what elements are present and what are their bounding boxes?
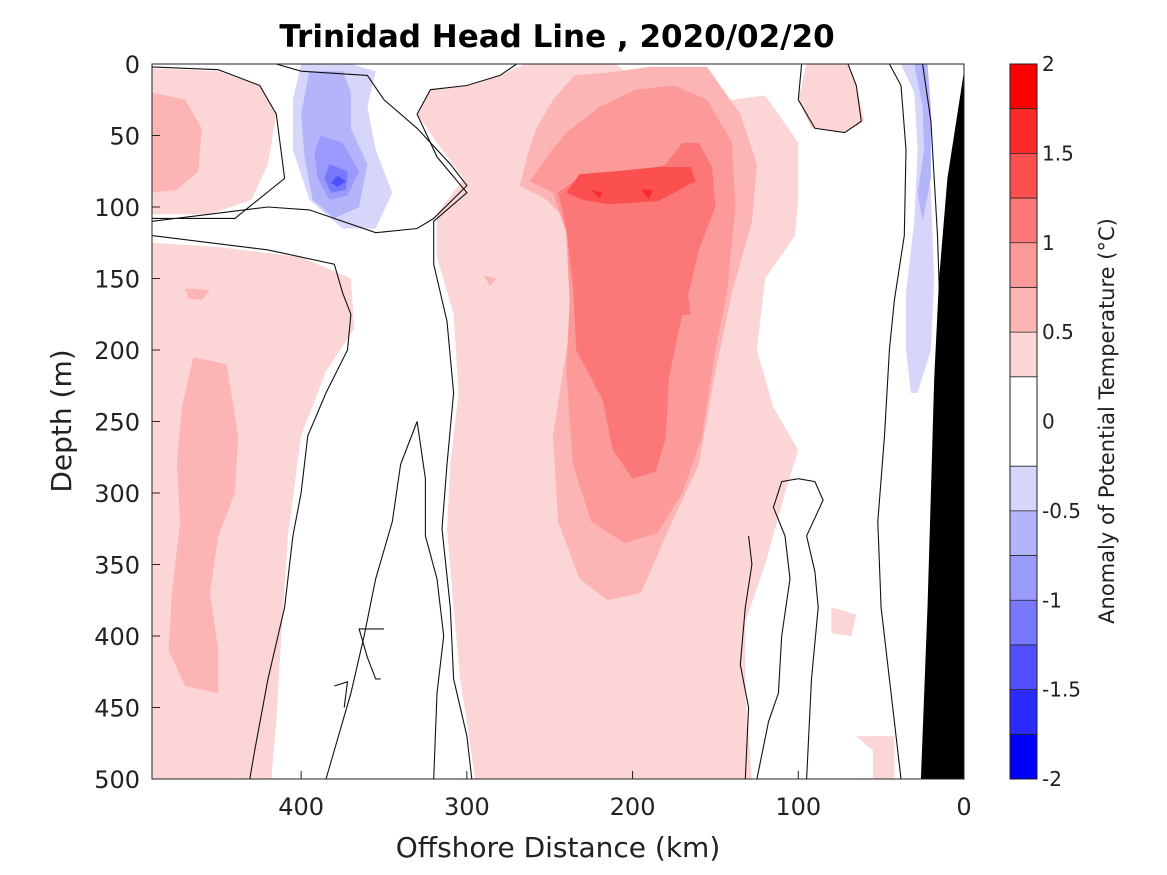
contour-region-17 — [558, 142, 716, 479]
colorbar-label: Anomaly of Potential Temperature (°C) — [1095, 218, 1119, 624]
x-tick-label: 200 — [610, 793, 656, 821]
y-tick-label: 100 — [94, 194, 140, 222]
colorbar-tick-label: -1 — [1042, 588, 1062, 612]
y-tick-label: 50 — [109, 123, 140, 151]
colorbar-segment — [1010, 64, 1037, 109]
zero-contour-line-0 — [152, 66, 286, 219]
y-axis-label: Depth (m) — [45, 349, 78, 492]
zero-contour-line-8 — [798, 478, 824, 779]
zero-contour-line-7 — [334, 681, 349, 708]
colorbar-tick-label: -1.5 — [1042, 678, 1081, 702]
contour-region-21 — [660, 278, 691, 319]
zero-contour-line-9 — [756, 478, 799, 779]
x-tick-label: 400 — [278, 793, 324, 821]
y-tick-label: 150 — [94, 266, 140, 294]
x-tick-label: 300 — [444, 793, 490, 821]
contour-region-22 — [483, 275, 497, 286]
contour-region-3 — [168, 357, 239, 694]
contour-region-20 — [640, 189, 653, 200]
colorbar-segment — [1010, 198, 1037, 243]
colorbar-segment — [1010, 510, 1037, 556]
colorbar-segment — [1010, 108, 1037, 154]
y-tick-label: 350 — [94, 552, 140, 580]
colorbar: -2 -1.5 -1 -0.5 0 0.5 1 1.5 2 — [1009, 52, 1081, 791]
colorbar-segment — [1010, 242, 1037, 288]
colorbar-frame — [1009, 63, 1038, 780]
zero-contour-line-5 — [416, 421, 445, 779]
zero-contour-line-1 — [152, 235, 352, 779]
plot-area — [151, 63, 965, 780]
zero-contour-line-3 — [416, 64, 517, 779]
colorbar-tick-label: 0.5 — [1042, 320, 1074, 344]
colorbar-segment — [1010, 600, 1037, 645]
colorbar-tick-label: 1.5 — [1042, 141, 1074, 165]
colorbar-segment — [1010, 466, 1037, 511]
zero-contour-line-10 — [739, 535, 753, 779]
colorbar-segment — [1010, 644, 1037, 690]
contour-region-19 — [591, 189, 603, 199]
y-tick-label: 0 — [125, 51, 140, 79]
colorbar-segment — [1010, 555, 1037, 601]
y-tick-label: 450 — [94, 695, 140, 723]
y-tick-label: 200 — [94, 337, 140, 365]
x-axis: 400 300 200 100 0 — [278, 771, 972, 821]
zero-contour-line-11 — [797, 64, 862, 134]
y-tick-label: 250 — [94, 409, 140, 437]
contour-region-4 — [185, 288, 210, 300]
zero-contour-line-6 — [358, 628, 384, 680]
colorbar-segment — [1010, 734, 1037, 779]
colorbar-segment — [1010, 376, 1037, 467]
colorbar-tick-label: 2 — [1042, 52, 1055, 76]
contour-region-27 — [914, 64, 931, 222]
colorbar-segment — [1010, 287, 1037, 333]
bathymetry-mask — [920, 71, 964, 779]
colorbar-segment — [1010, 153, 1037, 199]
chart-title: Trinidad Head Line , 2020/02/20 — [279, 19, 834, 55]
y-tick-label: 300 — [94, 480, 140, 508]
contour-region-23 — [831, 607, 857, 636]
contour-region-11 — [387, 361, 409, 386]
colorbar-tick-label: -2 — [1042, 767, 1062, 791]
colorbar-tick-label: 1 — [1042, 231, 1055, 255]
x-tick-label: 0 — [956, 793, 971, 821]
colorbar-tick-label: -0.5 — [1042, 499, 1081, 523]
contour-region-24 — [856, 736, 895, 779]
y-tick-label: 400 — [94, 623, 140, 651]
colorbar-segment — [1010, 332, 1037, 377]
colorbar-tick-label: 0 — [1042, 410, 1055, 434]
x-tick-label: 100 — [775, 793, 821, 821]
y-tick-label: 500 — [94, 766, 140, 794]
y-axis: 0 50 100 150 200 250 300 350 400 450 500 — [94, 51, 160, 794]
bathymetry-polygon — [920, 71, 964, 779]
contour-region-14 — [798, 64, 865, 133]
zero-contour-line-12 — [877, 64, 907, 779]
colorbar-segment — [1010, 689, 1037, 735]
zero-contour-line-2 — [152, 64, 468, 234]
zero-contour-line-4 — [325, 421, 418, 779]
contour-region-1 — [152, 92, 202, 193]
x-axis-label: Offshore Distance (km) — [396, 831, 721, 864]
contour-region-10 — [331, 175, 346, 187]
contour-fills — [152, 64, 941, 779]
